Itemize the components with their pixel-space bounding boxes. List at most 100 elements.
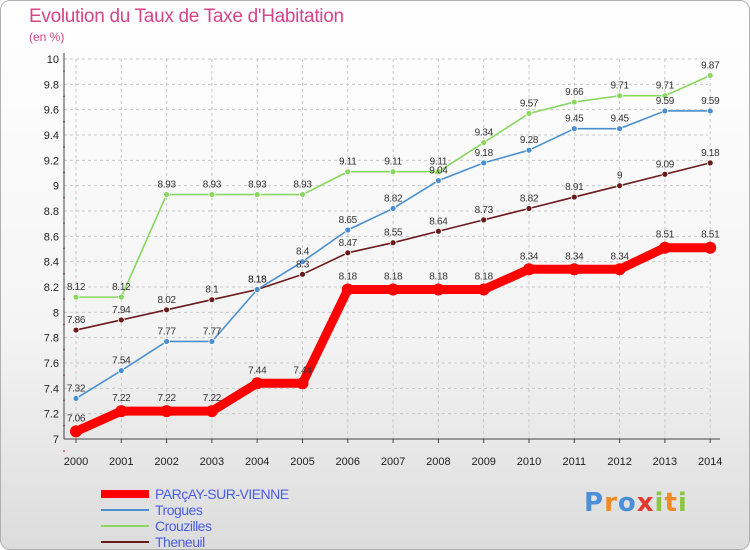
x-tick-label: 2014 <box>698 456 722 468</box>
y-tick-label: 8.2 <box>44 282 59 294</box>
data-label-crouzilles: 9.57 <box>520 98 539 109</box>
data-label-trogues: 7.77 <box>203 326 222 337</box>
data-label-trogues: 9.45 <box>610 114 629 125</box>
y-tick-label: 9.8 <box>44 79 59 91</box>
data-label-layer: 7.067.22 7.22 7.227.44 7.448.18 8.18 8.18 8.18… <box>67 60 721 424</box>
legend-swatch-trogues <box>101 509 149 511</box>
data-point-trogues <box>661 107 669 115</box>
data-label-crouzilles: 9.11 <box>339 157 357 168</box>
data-point-trogues <box>163 338 171 345</box>
data-label-theneuil: 8.1 <box>205 285 219 296</box>
y-tick-label: 10 <box>47 54 59 66</box>
data-label-trogues: 8.18 <box>248 275 267 286</box>
data-point-trogues <box>299 258 306 266</box>
y-tick-label: 9.6 <box>44 105 59 117</box>
data-label-parcay: 7.22 <box>112 393 131 404</box>
data-point-crouzilles <box>344 168 352 176</box>
data-point-trogues <box>570 125 578 133</box>
data-point-parcay <box>658 241 671 254</box>
data-point-crouzilles <box>299 191 306 198</box>
chart-title: Evolution du Taux de Taxe d'Habitation <box>29 6 344 27</box>
data-label-theneuil: 8.55 <box>384 228 403 239</box>
data-label-crouzilles: 8.93 <box>293 180 312 191</box>
y-tick-label: 7.8 <box>44 333 59 345</box>
data-point-trogues <box>117 367 125 375</box>
data-point-crouzilles <box>72 293 80 301</box>
data-label-trogues: 7.54 <box>112 356 131 367</box>
x-tick-label: 2001 <box>109 456 133 468</box>
legend-label-parcay: PARçAY-SUR-VIENNE <box>155 486 289 502</box>
data-point-crouzilles <box>480 139 488 147</box>
data-label-parcay: 8.34 <box>520 251 539 262</box>
y-tick-label: 8.4 <box>44 257 59 269</box>
data-point-parcay <box>432 283 445 296</box>
data-label-parcay: 8.51 <box>701 230 720 241</box>
data-point-theneuil <box>434 227 442 235</box>
data-label-theneuil: 8.73 <box>475 205 494 216</box>
data-label-theneuil: 8.64 <box>429 216 448 227</box>
data-point-trogues <box>389 205 397 212</box>
data-point-crouzilles <box>208 191 216 198</box>
data-point-parcay <box>523 263 535 276</box>
data-label-theneuil: 9 <box>617 171 623 182</box>
data-point-crouzilles <box>253 191 261 198</box>
data-label-crouzilles: 8.93 <box>248 180 267 191</box>
data-label-trogues: 9.18 <box>475 148 494 159</box>
data-point-parcay <box>251 377 264 390</box>
data-label-parcay: 7.06 <box>67 413 86 424</box>
data-label-crouzilles: 9.71 <box>610 81 629 92</box>
data-point-parcay <box>205 405 218 418</box>
y-tick-label: 8.6 <box>44 231 59 243</box>
data-point-crouzilles <box>117 293 125 301</box>
y-minor-tick <box>63 450 65 452</box>
data-point-crouzilles <box>570 98 578 106</box>
data-label-parcay: 8.18 <box>429 272 448 283</box>
data-point-trogues <box>706 107 714 115</box>
data-point-crouzilles <box>525 110 533 117</box>
data-label-parcay: 8.51 <box>656 230 675 241</box>
logo-letter: r <box>604 488 618 518</box>
data-label-theneuil: 7.86 <box>67 315 86 326</box>
data-label-parcay: 7.22 <box>157 393 176 404</box>
data-label-parcay: 8.18 <box>384 272 403 283</box>
x-tick-label: 2007 <box>381 456 405 468</box>
data-point-parcay <box>296 377 309 390</box>
legend-label-crouzilles: Crouzilles <box>155 518 212 534</box>
data-label-crouzilles: 8.12 <box>67 282 86 293</box>
data-point-trogues <box>480 159 488 167</box>
data-label-theneuil: 9.18 <box>701 148 720 159</box>
x-tick-label: 2003 <box>200 456 224 468</box>
data-label-theneuil: 9.09 <box>656 159 675 170</box>
data-point-crouzilles <box>661 92 669 100</box>
unit-label: (en %) <box>29 30 65 44</box>
data-point-theneuil <box>480 216 488 224</box>
y-tick-label: 9 <box>53 181 59 193</box>
data-label-crouzilles: 9.71 <box>656 81 675 92</box>
data-point-trogues <box>616 125 623 133</box>
data-label-crouzilles: 9.11 <box>384 157 402 168</box>
data-point-theneuil <box>661 170 669 178</box>
data-point-theneuil <box>525 205 533 212</box>
data-label-trogues: 9.04 <box>429 166 448 177</box>
data-label-crouzilles: 8.93 <box>157 180 176 191</box>
y-tick-label: 8.8 <box>44 206 59 218</box>
logo-letter: o <box>617 488 637 518</box>
data-label-crouzilles: 8.93 <box>203 180 222 191</box>
data-point-trogues <box>434 177 442 185</box>
data-point-crouzilles <box>163 191 171 198</box>
data-label-parcay: 7.44 <box>248 365 267 376</box>
data-label-trogues: 9.59 <box>701 96 720 107</box>
data-point-trogues <box>525 146 533 154</box>
y-tick-label: 7.2 <box>44 409 59 421</box>
x-tick-label: 2000 <box>64 456 88 468</box>
data-label-parcay: 8.34 <box>610 251 629 262</box>
x-tick-label: 2008 <box>426 456 450 468</box>
y-tick-label: 7 <box>53 434 59 446</box>
data-label-crouzilles: 9.34 <box>475 128 494 139</box>
logo-letter: t <box>664 488 678 518</box>
data-point-parcay <box>160 405 173 418</box>
data-label-parcay: 8.18 <box>339 272 358 283</box>
data-point-theneuil <box>616 182 623 190</box>
data-label-trogues: 9.28 <box>520 135 539 146</box>
